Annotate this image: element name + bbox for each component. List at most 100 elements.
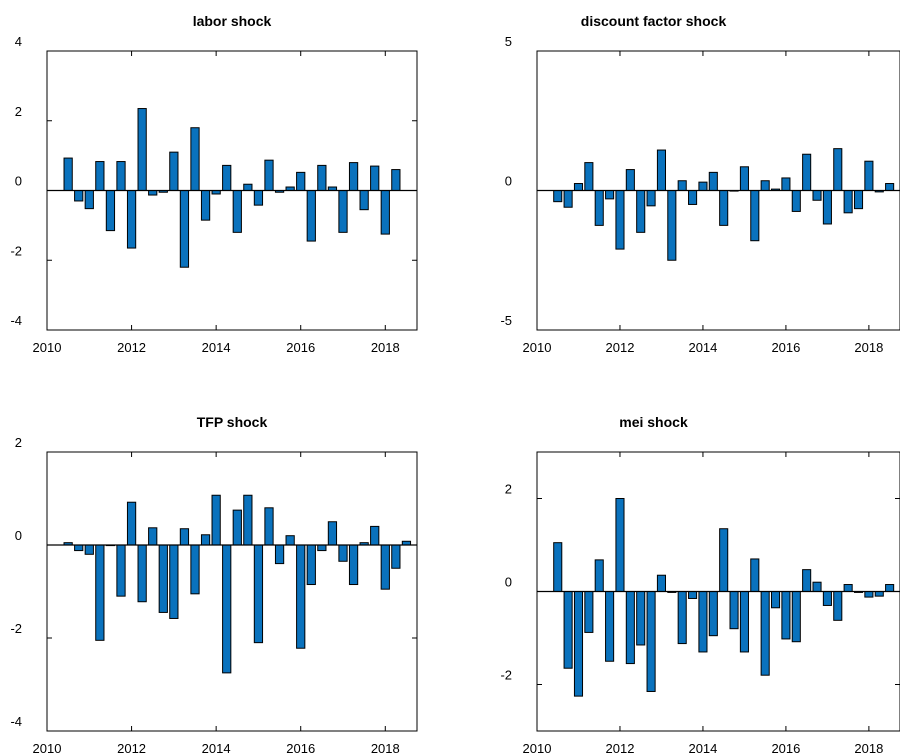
chart-title: labor shock <box>193 13 272 29</box>
bar <box>105 190 116 232</box>
bar <box>584 162 594 192</box>
bar <box>822 591 832 606</box>
bar <box>615 190 625 250</box>
bar <box>594 559 604 593</box>
bar <box>698 181 708 192</box>
x-tick-label: 2014 <box>688 741 717 756</box>
bar <box>739 591 749 653</box>
bar <box>573 591 584 697</box>
bar <box>760 180 770 192</box>
bar <box>148 190 158 196</box>
x-tick-label: 2018 <box>854 741 883 756</box>
bar <box>63 157 73 192</box>
bar <box>222 164 232 191</box>
y-tick-label: -4 <box>10 313 22 328</box>
y-tick-label: 2 <box>505 482 512 497</box>
bar <box>646 591 656 692</box>
y-tick-label: 0 <box>15 174 22 189</box>
bar <box>84 544 94 555</box>
x-tick-label: 2016 <box>771 741 800 756</box>
bar <box>116 544 126 597</box>
bar <box>285 535 295 546</box>
x-tick-label: 2018 <box>854 340 883 355</box>
bar <box>243 183 253 192</box>
bar <box>646 190 656 207</box>
bar <box>708 591 718 637</box>
bar <box>791 591 801 643</box>
chart-title: discount factor shock <box>581 13 727 29</box>
y-tick-label: 0 <box>15 528 22 543</box>
x-tick-label: 2014 <box>202 340 231 355</box>
bar <box>169 544 179 619</box>
bar <box>843 584 853 593</box>
y-tick-label: 5 <box>505 34 512 49</box>
bar <box>864 591 874 598</box>
x-tick-label: 2018 <box>371 340 400 355</box>
bar <box>677 180 687 192</box>
bar <box>573 183 584 191</box>
y-tick-label: 2 <box>15 435 22 450</box>
bar <box>802 569 812 593</box>
bar <box>812 581 822 593</box>
tfp-shock-panel: TFP shock 2010 2012 2014 2016 2018 -4 -2 0 2 <box>10 414 418 756</box>
x-tick-label: 2012 <box>606 340 635 355</box>
bar <box>625 591 635 665</box>
bar <box>874 591 884 597</box>
bar <box>264 507 274 546</box>
bar <box>791 190 801 212</box>
bar <box>253 544 264 644</box>
bar <box>864 160 874 192</box>
bar <box>296 544 306 649</box>
y-tick-label: 0 <box>505 575 512 590</box>
bar <box>853 190 864 210</box>
bar <box>615 498 625 592</box>
bar <box>317 544 327 552</box>
bar <box>594 190 604 226</box>
bar <box>380 544 390 590</box>
bar <box>338 190 348 233</box>
bar <box>719 528 729 592</box>
bar <box>348 544 359 586</box>
bar <box>636 591 646 646</box>
bar <box>391 544 401 569</box>
discount-factor-shock-panel: discount factor shock 2010 2012 2014 2016 201… <box>500 13 900 355</box>
bar <box>190 544 200 595</box>
bar <box>380 190 390 235</box>
bar <box>833 148 843 191</box>
y-tick-label: -4 <box>10 714 22 729</box>
bar <box>370 165 380 191</box>
chart-title: TFP shock <box>197 414 268 430</box>
bar <box>781 591 791 640</box>
bar <box>317 164 327 191</box>
y-tick-label: 0 <box>505 174 512 189</box>
bar <box>274 544 285 565</box>
x-tick-label: 2014 <box>688 340 717 355</box>
bar <box>179 528 190 546</box>
bar <box>327 521 338 546</box>
bar <box>95 544 105 641</box>
x-tick-label: 2010 <box>523 741 552 756</box>
bar <box>211 494 221 546</box>
bar <box>885 183 895 191</box>
bar <box>688 591 698 599</box>
bar <box>84 190 94 210</box>
bar <box>116 161 126 192</box>
y-tick-label: -5 <box>500 313 512 328</box>
bar <box>636 190 646 233</box>
bar <box>137 108 147 191</box>
bar <box>126 501 137 546</box>
bar <box>74 190 84 202</box>
bar <box>563 190 573 208</box>
y-tick-label: -2 <box>10 621 22 636</box>
bar <box>95 161 105 192</box>
bar <box>750 190 760 242</box>
mei-shock-panel: mei shock 2010 2012 2014 2016 2018 -2 0 2 <box>500 414 900 756</box>
bar <box>833 591 843 621</box>
bar <box>126 190 137 249</box>
bar <box>812 190 822 201</box>
bar <box>667 190 677 261</box>
bar <box>137 544 147 603</box>
bar <box>296 171 306 192</box>
y-tick-label: 4 <box>15 34 22 49</box>
x-tick-label: 2018 <box>371 741 400 756</box>
